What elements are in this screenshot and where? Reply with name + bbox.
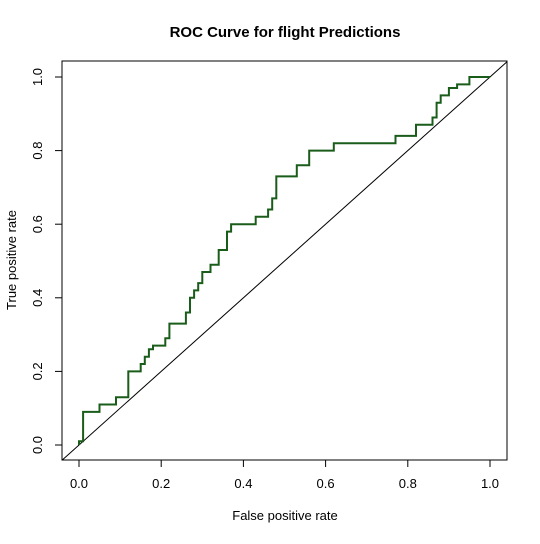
x-tick-label: 0.4 xyxy=(234,476,252,491)
y-axis: 0.0 0.2 0.4 0.6 0.8 1.0 xyxy=(30,68,63,454)
x-tick-label: 0.6 xyxy=(317,476,335,491)
y-tick-label: 0.6 xyxy=(30,215,45,233)
x-tick-label: 0.8 xyxy=(399,476,417,491)
x-tick-label: 0.2 xyxy=(152,476,170,491)
chart-title: ROC Curve for flight Predictions xyxy=(170,24,401,41)
x-axis: 0.0 0.2 0.4 0.6 0.8 1.0 xyxy=(70,459,499,491)
roc-curve-line xyxy=(78,76,490,445)
x-axis-label: False positive rate xyxy=(232,508,338,523)
x-tick-label: 0.0 xyxy=(70,476,88,491)
y-tick-label: 1.0 xyxy=(30,68,45,86)
y-tick-label: 0.8 xyxy=(30,142,45,160)
y-axis-label: True positive rate xyxy=(4,210,19,310)
plot-area xyxy=(61,61,508,461)
y-tick-label: 0.0 xyxy=(30,436,45,454)
y-tick-label: 0.4 xyxy=(30,289,45,307)
y-tick-label: 0.2 xyxy=(30,362,45,380)
diagonal-reference-line xyxy=(61,61,508,461)
x-tick-label: 1.0 xyxy=(481,476,499,491)
